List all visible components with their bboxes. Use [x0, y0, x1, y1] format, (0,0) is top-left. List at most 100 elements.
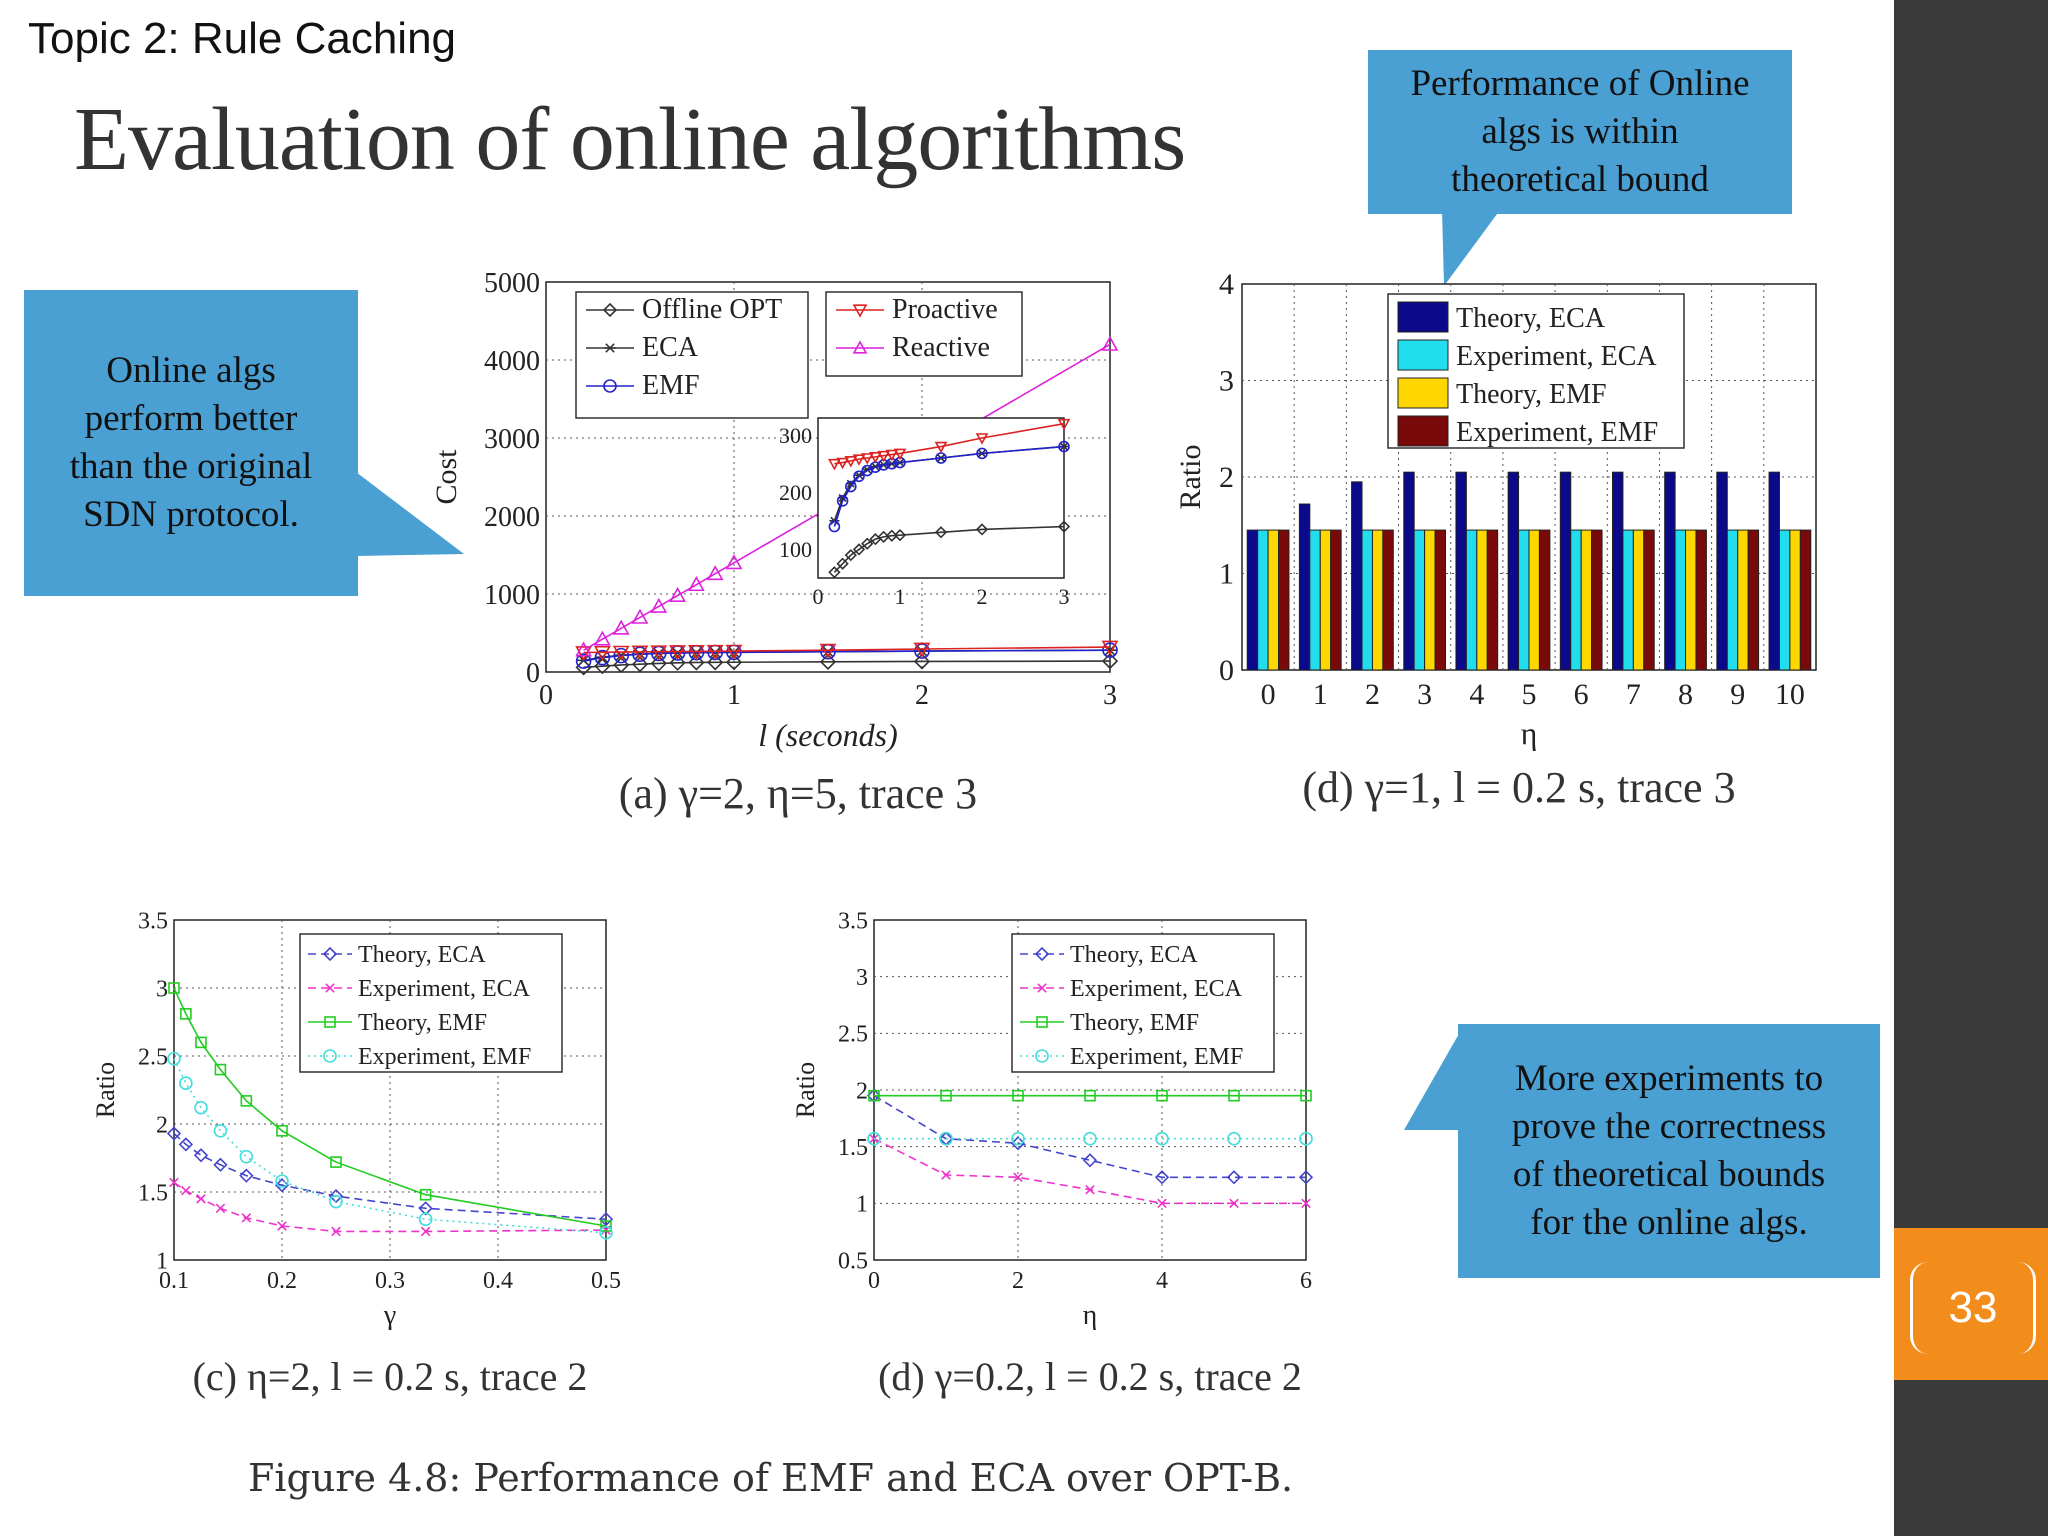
callout-theoretical-bound: Performance of Online algs is within the… — [1368, 50, 1792, 214]
x-axis-label: l (seconds) — [758, 717, 898, 753]
data-point — [167, 1051, 181, 1066]
callout-line: Online algs — [106, 350, 276, 391]
bars — [1246, 471, 1812, 671]
callout-pointer — [1404, 1032, 1460, 1130]
bar — [1382, 529, 1394, 671]
x-tick-label: 0.5 — [591, 1268, 621, 1294]
bar — [1591, 529, 1603, 671]
data-point — [612, 645, 630, 661]
figure-caption: Figure 4.8: Performance of EMF and ECA o… — [248, 1456, 1294, 1500]
data-point — [861, 537, 874, 550]
inset-chart: 0 1 2 3 100 200 300 — [779, 417, 1071, 609]
x-tick-label: 0.1 — [159, 1268, 189, 1294]
data-point — [941, 1170, 951, 1180]
callout-line: SDN protocol. — [83, 494, 299, 535]
bar — [1685, 529, 1697, 671]
legend-marker — [852, 304, 868, 318]
data-point — [241, 1213, 252, 1223]
data-point — [940, 1089, 952, 1102]
bar — [1747, 529, 1760, 671]
y-tick-label: 1000 — [484, 580, 540, 611]
x-tick-label: 6 — [1300, 1268, 1312, 1294]
callout-pointer — [356, 472, 464, 556]
data-point — [669, 654, 686, 671]
legend: Theory, ECA Experiment, ECA Theory, EMF Exp… — [1387, 293, 1685, 449]
x-tick-label: 6 — [1574, 678, 1589, 711]
legend-label: Experiment, ECA — [1070, 976, 1243, 1002]
bar — [1403, 471, 1415, 671]
bar — [1278, 529, 1290, 671]
bar — [1716, 471, 1728, 671]
data-point — [215, 1203, 226, 1214]
data-point — [196, 1194, 206, 1204]
legend-label: Reactive — [892, 332, 990, 363]
data-point — [1058, 440, 1070, 453]
bar — [1528, 529, 1540, 671]
legend-marker — [604, 343, 616, 353]
data-point — [612, 619, 630, 635]
data-point — [1228, 1089, 1240, 1102]
series-line — [173, 987, 607, 1227]
y-axis-label: Ratio — [91, 1062, 120, 1118]
x-tick-label: 0.2 — [267, 1268, 297, 1294]
bar — [1559, 471, 1572, 671]
data-point — [725, 554, 743, 570]
legend-label: Theory, ECA — [358, 942, 486, 968]
data-point — [631, 645, 649, 661]
data-point — [688, 575, 705, 592]
x-tick-label: 4 — [1469, 678, 1484, 711]
chart-ratio-vs-eta-bars: 0 1 2 3 4 5 6 7 8 9 10 0 1 2 3 4 Ratio η (d) γ=1, l = 0.2 … — [1174, 268, 1817, 812]
data-point — [193, 1148, 209, 1163]
legend-marker — [1034, 946, 1050, 962]
bar — [1664, 471, 1676, 671]
callout-online-better: Online algs perform better than the orig… — [24, 290, 358, 596]
data-point — [631, 656, 649, 673]
data-point — [1085, 1184, 1095, 1195]
data-point — [852, 454, 866, 466]
callout-line: Performance of Online — [1410, 63, 1750, 104]
data-point — [976, 447, 988, 460]
data-point — [275, 1174, 289, 1188]
callout-more-experiments: More experiments to prove the correctnes… — [1458, 1024, 1880, 1278]
data-point — [828, 566, 841, 579]
bar — [1257, 529, 1269, 671]
chart-caption: (d) γ=0.2, l = 0.2 s, trace 2 — [878, 1354, 1302, 1399]
data-point — [1057, 418, 1071, 431]
data-point — [180, 1008, 192, 1020]
legend-label: Theory, ECA — [1070, 942, 1198, 968]
y-tick-label: 100 — [779, 537, 812, 562]
data-point — [213, 1157, 228, 1172]
x-axis-label: η — [1521, 715, 1538, 751]
data-point — [600, 1220, 612, 1232]
chart-caption: (a) γ=2, η=5, trace 3 — [619, 769, 977, 818]
data-point — [975, 523, 989, 536]
bar — [1267, 529, 1280, 671]
data-point — [939, 1131, 953, 1146]
data-point — [828, 458, 841, 471]
data-point — [853, 470, 865, 483]
data-point — [178, 1137, 194, 1152]
bar — [1455, 471, 1467, 671]
bar — [1726, 529, 1739, 671]
data-point — [274, 1178, 290, 1193]
x-tick-label: 0 — [868, 1268, 880, 1294]
data-point — [631, 608, 649, 624]
legend-label: Theory, EMF — [358, 1010, 487, 1036]
bar — [1611, 471, 1624, 671]
data-point — [1226, 1170, 1242, 1185]
data-point — [844, 456, 858, 468]
series-line — [583, 649, 1111, 662]
y-axis-label: Ratio — [1174, 445, 1207, 510]
callout-line: perform better — [84, 398, 298, 439]
legend-marker — [852, 340, 868, 354]
data-point — [1084, 1089, 1096, 1102]
legend-label: Offline OPT — [642, 294, 782, 325]
bar — [1789, 529, 1801, 671]
y-tick-label: 1.5 — [138, 1180, 168, 1206]
y-tick-label: 200 — [779, 480, 812, 505]
legend-label: Experiment, EMF — [358, 1044, 531, 1070]
data-point — [1301, 1198, 1311, 1209]
data-point — [277, 1221, 287, 1231]
legend-label: Theory, EMF — [1456, 379, 1607, 410]
x-tick-label: 0 — [1261, 678, 1276, 711]
